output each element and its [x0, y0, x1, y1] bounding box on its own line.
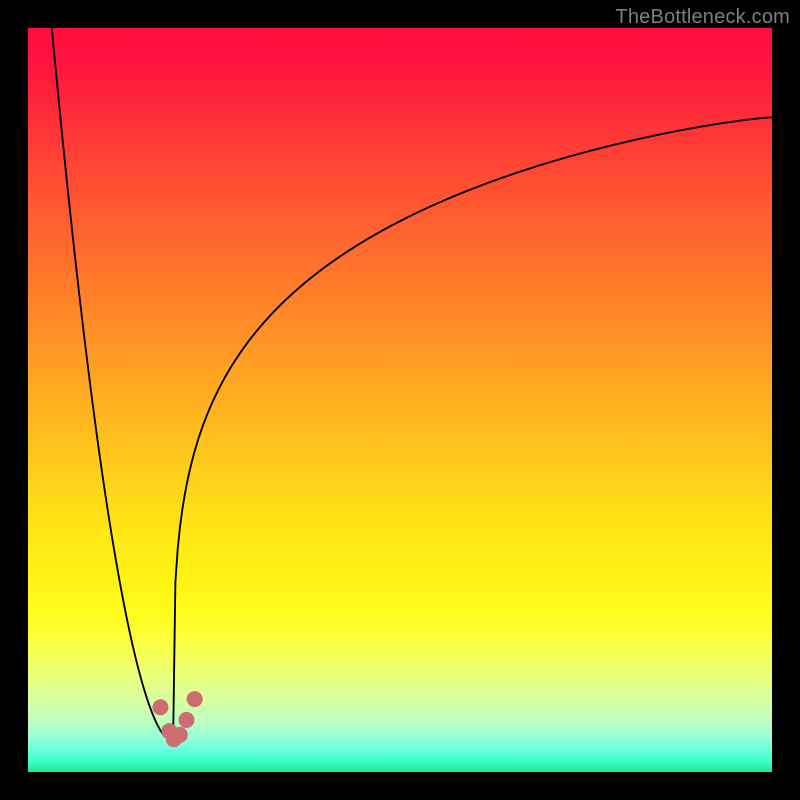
valley-markers [152, 691, 202, 747]
valley-marker [187, 691, 203, 707]
valley-marker [178, 712, 194, 728]
valley-marker [152, 699, 168, 715]
watermark-text: TheBottleneck.com [615, 6, 790, 29]
page-root: TheBottleneck.com [0, 0, 800, 800]
bottleneck-curve [52, 28, 772, 742]
plot-area [28, 28, 772, 772]
valley-marker [172, 727, 188, 743]
chart-svg [28, 28, 772, 772]
